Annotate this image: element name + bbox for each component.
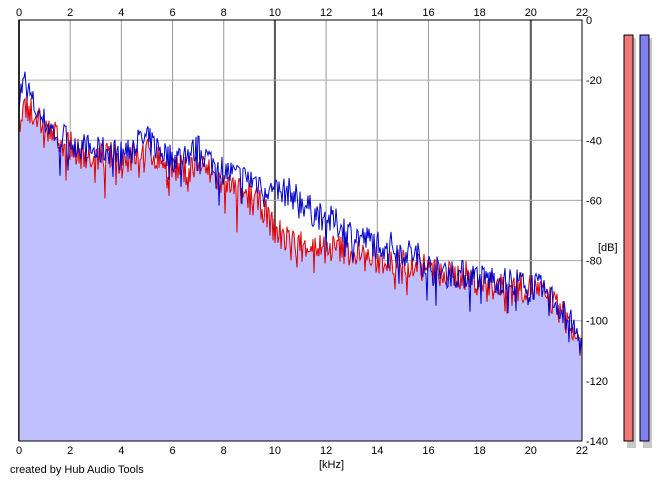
x-tick-label-bottom: 0	[16, 445, 22, 457]
y-tick-label: -100	[586, 316, 608, 328]
y-tick-label: -20	[586, 75, 602, 87]
level-meter-bar	[623, 34, 634, 442]
y-axis-label: [dB]	[598, 242, 618, 254]
y-tick-label: -140	[586, 436, 608, 448]
level-meters	[623, 34, 652, 449]
series-blue-line	[18, 71, 583, 355]
x-tick-label-top: 6	[169, 7, 175, 19]
credit-text: created by Hub Audio Tools	[10, 464, 144, 476]
x-tick-label-bottom: 6	[169, 445, 175, 457]
x-tick-label-bottom: 16	[422, 445, 434, 457]
y-tick-labels: 0 -20 -40 -60 -80 -100 -120 -140	[586, 15, 608, 448]
x-tick-label-top: 2	[67, 7, 73, 19]
x-tick-label-bottom: 14	[371, 445, 383, 457]
x-tick-label-bottom: 8	[221, 445, 227, 457]
x-axis-label: [kHz]	[319, 459, 344, 471]
x-tick-label-top: 4	[118, 7, 124, 19]
x-tick-label-top: 0	[16, 7, 22, 19]
x-tick-label-bottom: 4	[118, 445, 124, 457]
spectrum-fill-area	[19, 98, 582, 442]
y-tick-label: 0	[586, 15, 592, 27]
y-tick-label: -40	[586, 135, 602, 147]
plot-frame	[18, 19, 583, 442]
y-tick-label: -60	[586, 195, 602, 207]
x-tick-label-top: 10	[269, 7, 281, 19]
x-tick-label-bottom: 12	[320, 445, 332, 457]
x-tick-label-bottom: 18	[474, 445, 486, 457]
x-tick-label-top: 8	[221, 7, 227, 19]
x-tick-label-top: 20	[525, 7, 537, 19]
y-tick-label: -80	[586, 256, 602, 268]
x-tick-label-bottom: 20	[525, 445, 537, 457]
x-tick-label-top: 14	[371, 7, 383, 19]
x-tick-label-top: 18	[474, 7, 486, 19]
x-tick-label-top: 16	[422, 7, 434, 19]
x-tick-label-top: 12	[320, 7, 332, 19]
x-tick-label-bottom: 2	[67, 445, 73, 457]
x-tick-label-top: 22	[576, 7, 588, 19]
x-tick-label-bottom: 22	[576, 445, 588, 457]
level-meter-bar	[639, 34, 650, 442]
y-tick-label: -120	[586, 376, 608, 388]
x-tick-label-bottom: 10	[269, 445, 281, 457]
